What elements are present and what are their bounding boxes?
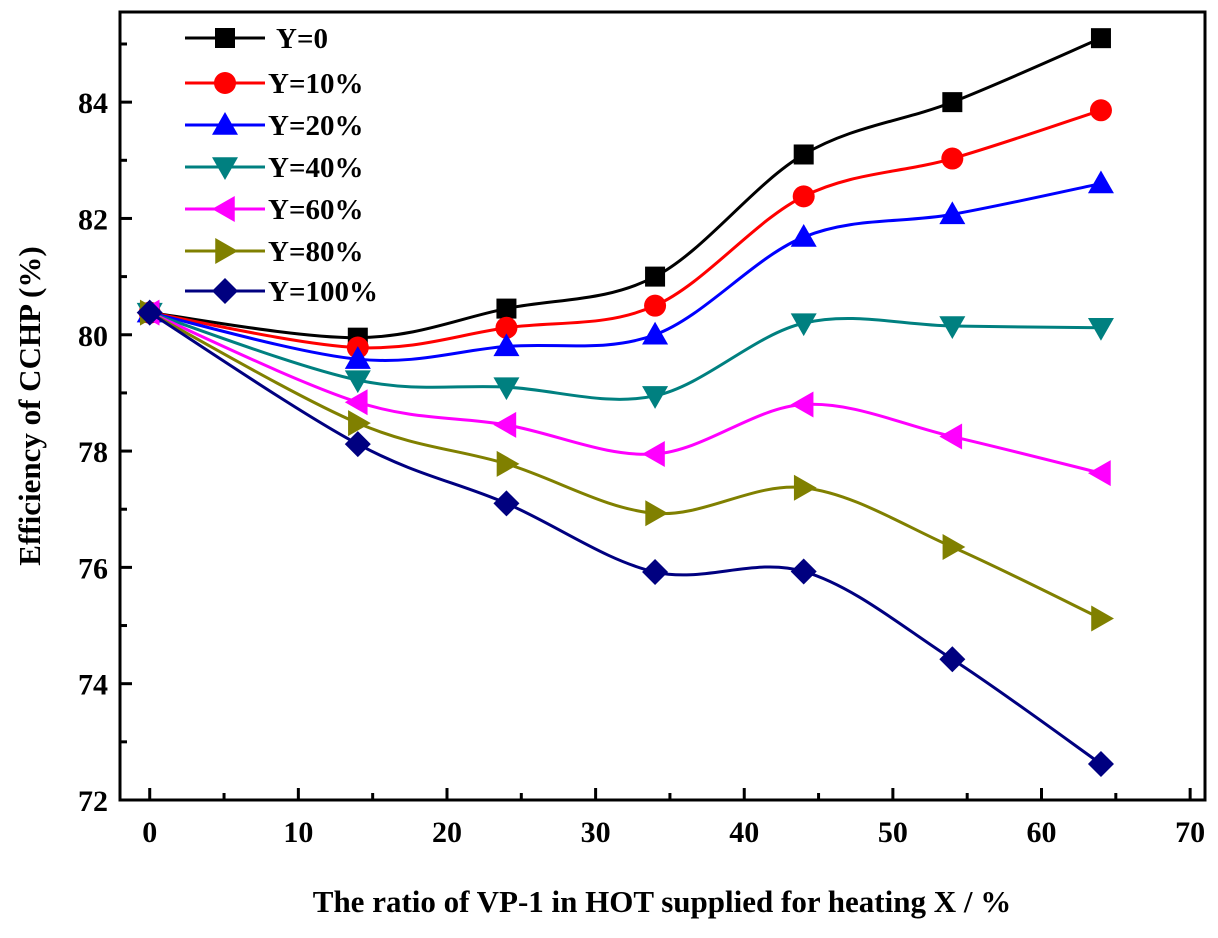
axis-ticks: 0 10 20 30 40 50 60 70 72 74 76 78 80 82 84: [78, 42, 1205, 849]
legend-entry: Y=10%: [185, 68, 363, 100]
diamond-marker: [344, 431, 371, 458]
legend-entry: Y=60%: [185, 194, 363, 226]
diamond-marker: [642, 559, 669, 586]
triangle-down-marker: [344, 370, 371, 394]
legend-entry: Y=40%: [185, 152, 363, 184]
plot-frame: [118, 10, 1207, 802]
circle-marker: [1089, 99, 1112, 122]
triangle-left-marker: [344, 389, 368, 416]
series-line: [149, 108, 1102, 350]
triangle-left-marker: [790, 391, 814, 418]
circle-marker: [495, 316, 518, 339]
y-tick-label: 84: [78, 87, 108, 120]
square-marker: [215, 28, 235, 48]
triangle-right-marker: [1091, 605, 1114, 632]
legend-label: Y=40%: [268, 152, 363, 184]
legend: Y=0 Y=10% Y=20% Y=40% Y=60% Y=80% Y=100%: [185, 23, 378, 308]
triangle-right-marker: [496, 450, 520, 477]
legend-entry: Y=20%: [185, 110, 363, 142]
legend-label: Y=0: [276, 23, 328, 55]
circle-marker: [214, 72, 236, 94]
x-tick-label: 60: [1027, 816, 1057, 849]
square-marker: [793, 144, 814, 165]
x-tick-label: 10: [283, 816, 313, 849]
triangle-left-marker: [493, 411, 517, 438]
triangle-down-marker: [939, 316, 966, 340]
diamond-marker: [790, 558, 817, 585]
x-tick-label: 0: [142, 816, 157, 849]
y-tick-label: 80: [78, 320, 108, 353]
y-tick-label: 78: [78, 436, 108, 469]
y-tick-label: 74: [78, 669, 108, 702]
y-tick-label: 72: [78, 785, 108, 818]
square-marker: [496, 298, 517, 319]
triangle-left-marker: [1087, 460, 1111, 487]
diamond-marker: [1087, 750, 1114, 777]
series-line: [149, 311, 1102, 620]
y-axis-label: Efficiency of CCHP (%): [12, 246, 47, 565]
triangle-down-marker: [790, 313, 817, 337]
series-line: [148, 311, 1102, 766]
diamond-marker: [493, 490, 520, 517]
triangle-right-marker: [215, 238, 238, 264]
x-tick-label: 70: [1175, 816, 1205, 849]
legend-entry: Y=80%: [185, 236, 363, 268]
y-tick-label: 76: [78, 552, 108, 585]
series-y60: [136, 299, 1111, 487]
triangle-down-marker: [642, 386, 669, 409]
triangle-right-marker: [793, 474, 817, 501]
triangle-up-marker: [642, 321, 669, 345]
x-tick-label: 30: [581, 816, 611, 849]
legend-label: Y=60%: [268, 194, 363, 226]
circle-marker: [941, 147, 964, 170]
diamond-marker: [212, 278, 238, 304]
legend-entry: Y=0: [185, 23, 328, 55]
triangle-up-marker: [212, 112, 238, 135]
x-tick-label: 20: [432, 816, 462, 849]
series-y100: [136, 299, 1114, 777]
triangle-right-marker: [942, 534, 966, 561]
legend-entry: Y=100%: [185, 276, 378, 308]
triangle-left-marker: [212, 196, 235, 222]
triangle-up-marker: [344, 346, 371, 369]
triangle-left-marker: [642, 440, 665, 467]
legend-label: Y=20%: [268, 110, 363, 142]
triangle-right-marker: [348, 410, 371, 437]
series-y40: [136, 302, 1114, 409]
square-marker: [645, 266, 666, 287]
series-layer: [136, 28, 1114, 777]
triangle-up-marker: [1087, 170, 1114, 194]
diamond-marker: [136, 299, 163, 326]
x-tick-label: 50: [878, 816, 908, 849]
circle-marker: [792, 185, 815, 208]
diamond-marker: [939, 646, 966, 673]
x-tick-label: 40: [729, 816, 759, 849]
square-marker: [1090, 28, 1111, 49]
x-axis-label: The ratio of VP-1 in HOT supplied for he…: [313, 884, 1011, 919]
triangle-right-marker: [645, 500, 669, 527]
triangle-down-marker: [1087, 318, 1114, 341]
legend-label: Y=100%: [268, 276, 378, 308]
triangle-up-marker: [493, 333, 520, 357]
triangle-down-marker: [493, 377, 520, 401]
series-y80: [139, 299, 1114, 632]
circle-marker: [644, 294, 667, 317]
triangle-up-marker: [939, 201, 966, 225]
triangle-left-marker: [939, 423, 963, 450]
series-line: [149, 311, 1102, 475]
legend-label: Y=80%: [268, 236, 363, 268]
y-tick-label: 82: [78, 203, 108, 236]
legend-label: Y=10%: [268, 68, 363, 100]
triangle-up-marker: [790, 224, 817, 247]
triangle-down-marker: [212, 157, 238, 180]
square-marker: [942, 92, 963, 113]
